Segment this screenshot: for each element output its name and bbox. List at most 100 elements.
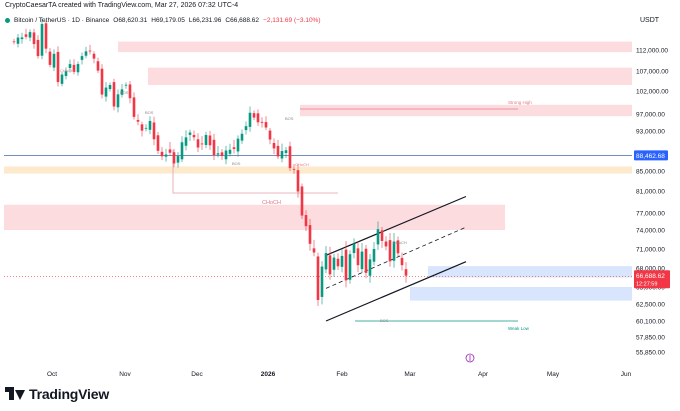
candle-body — [348, 254, 352, 280]
bos-label: BOS — [285, 116, 294, 121]
candle-body — [364, 248, 368, 273]
candle-body — [136, 119, 140, 122]
tradingview-logo-icon — [5, 387, 25, 401]
candle-body — [320, 266, 324, 297]
candle-body — [356, 248, 360, 266]
channel-mid-line — [325, 226, 467, 289]
candle-body — [104, 87, 108, 97]
candle-body — [184, 137, 188, 146]
zone-supply-0 — [118, 41, 632, 53]
zone-demand-5 — [428, 266, 632, 278]
candle-body — [372, 249, 376, 262]
candle-body — [244, 126, 248, 131]
candle-body — [72, 64, 76, 72]
countdown-text: 12:27:59 — [636, 281, 657, 287]
candle-body — [316, 256, 320, 300]
candle-body — [52, 53, 56, 68]
candle-body — [176, 156, 180, 163]
candle-body — [328, 255, 332, 275]
bos-label: BOS — [145, 110, 154, 115]
candle-body — [68, 64, 72, 68]
candle-body — [312, 248, 316, 253]
last-price-text: 66,688.62 — [636, 273, 665, 280]
x-tick-label: Feb — [336, 371, 348, 378]
horizontal-price-badge — [634, 150, 668, 161]
footer-brand: TradingView — [5, 386, 109, 402]
candle-body — [296, 170, 300, 192]
candle-body — [116, 94, 120, 108]
y-tick-label: 107,000.00 — [636, 69, 669, 76]
candle-body — [324, 253, 328, 270]
bos-label: BOS — [232, 161, 241, 166]
candle-body — [220, 152, 224, 157]
candle-body — [92, 53, 96, 59]
candle-body — [148, 120, 152, 130]
zone-supply-4 — [4, 204, 505, 230]
candle-body — [232, 147, 236, 149]
market-status-icon — [5, 18, 10, 23]
candle-body — [28, 32, 32, 38]
y-tick-label: 97,000.00 — [636, 112, 665, 119]
x-tick-label: Dec — [191, 371, 203, 378]
last-price-badge — [634, 270, 670, 289]
candle-body — [44, 23, 48, 49]
zone-gold-3 — [4, 166, 632, 174]
candle-body — [336, 258, 340, 267]
candle-body — [368, 259, 372, 276]
candle-body — [288, 146, 292, 169]
candle-body — [84, 51, 88, 56]
channel-upper-line — [325, 195, 467, 256]
y-tick-label: 77,000.00 — [636, 211, 665, 218]
candle-body — [200, 143, 204, 145]
x-tick-label: May — [547, 371, 560, 378]
candle-body — [240, 133, 244, 141]
event-marker-icon — [465, 353, 475, 363]
bos-label: BOS — [380, 318, 389, 323]
x-tick-label: Nov — [119, 371, 131, 378]
candle-body — [212, 139, 216, 156]
horizontal-price-text: 88,462.68 — [636, 153, 665, 160]
y-tick-label: 93,000.00 — [636, 129, 665, 136]
candle-body — [40, 24, 44, 56]
x-tick-label: Jun — [621, 371, 632, 378]
zone-supply-1 — [148, 67, 632, 85]
candle-body — [224, 150, 228, 160]
y-tick-label: 85,000.00 — [636, 169, 665, 176]
y-tick-label: 74,000.00 — [636, 228, 665, 235]
candle-body — [144, 127, 148, 129]
candle-body — [120, 89, 124, 95]
candle-body — [140, 124, 144, 131]
candle-body — [172, 152, 176, 164]
candle-body — [396, 240, 400, 254]
candle-body — [48, 51, 52, 65]
candle-body — [400, 257, 404, 266]
candle-body — [32, 32, 36, 45]
y-tick-label: 62,500.00 — [636, 302, 665, 309]
candle-body — [156, 135, 160, 151]
choch-small-label: CHoCH — [295, 162, 309, 167]
candle-body — [88, 50, 92, 52]
candle-body — [276, 145, 280, 157]
candle-body — [180, 142, 184, 160]
symbol-name[interactable]: Bitcoin / TetherUS · 1D · Binance — [14, 17, 110, 24]
low-value: L66,231.96 — [188, 17, 222, 24]
candle-body — [376, 229, 380, 245]
candle-body — [160, 151, 164, 157]
choch-small-label: CHoCH — [60, 68, 74, 73]
candle-body — [76, 64, 80, 73]
y-tick-label: 81,000.00 — [636, 189, 665, 196]
weak-low-label: Weak Low — [508, 326, 530, 331]
y-tick-label: 71,000.00 — [636, 247, 665, 254]
candle-body — [108, 85, 112, 89]
high-value: H69,179.05 — [151, 17, 185, 24]
candle-body — [308, 225, 312, 244]
candle-body — [64, 71, 68, 76]
candle-body — [392, 241, 396, 261]
candle-body — [132, 97, 136, 117]
channel-lower-line — [325, 261, 467, 322]
price-unit: USDT — [640, 17, 660, 24]
candle-body — [352, 243, 356, 254]
candle-body — [60, 74, 64, 84]
candle-body — [332, 257, 336, 270]
